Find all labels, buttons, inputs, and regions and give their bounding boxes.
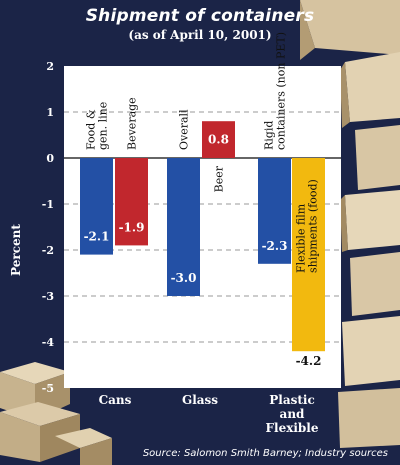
- bar-category-label-line: Overall: [178, 109, 191, 150]
- y-tick-label: 0: [46, 152, 54, 165]
- bars: [80, 121, 325, 352]
- group-label-line: Cans: [99, 393, 132, 407]
- group-label-line: and: [280, 407, 306, 421]
- chart-title: Shipment of containers: [85, 6, 315, 26]
- bar-value-label: -3.0: [171, 271, 197, 285]
- bar-category-label-line: Rigid: [263, 121, 276, 150]
- bar-category-label-line: Flexible film: [295, 203, 308, 273]
- bar-value-label: -2.3: [262, 239, 288, 253]
- bar-category-label-line: containers (non PET): [275, 32, 288, 150]
- bar-category-label-line: shipments (food): [307, 179, 320, 273]
- bar-value-label: 0.8: [208, 133, 229, 147]
- bar: [167, 158, 200, 296]
- y-tick-label: -3: [42, 290, 54, 303]
- group-label-line: Glass: [182, 393, 218, 407]
- y-tick-label: 2: [46, 60, 54, 73]
- bar-category-label: Beverage: [126, 97, 139, 150]
- bar-category-label: Rigidcontainers (non PET): [263, 32, 288, 150]
- bar-category-label: Overall: [178, 109, 191, 150]
- y-tick-label: -1: [42, 198, 54, 211]
- group-label: Plastic and Flexible: [265, 393, 318, 435]
- bar: [115, 158, 148, 246]
- y-tick-label: 1: [46, 106, 54, 119]
- bar-category-labels: Food &gen. line Beverage Overall Beer Rigidc…: [85, 32, 320, 273]
- group-labels: Cans Glass Plastic and Flexible: [99, 393, 319, 435]
- y-tick-label: -2: [42, 244, 54, 257]
- bar-value-label: -4.2: [296, 354, 322, 368]
- y-tick-label: -5: [42, 382, 54, 395]
- y-axis-ticks: 2 1 0 -1 -2 -3 -4 -5: [42, 60, 55, 395]
- bar-category-label-line: Beer: [213, 165, 226, 192]
- bar-value-labels: -2.1 -1.9 -3.0 0.8 -2.3 -4.2: [84, 133, 322, 369]
- group-label: Glass: [182, 393, 218, 407]
- chart-subtitle: (as of April 10, 2001): [128, 28, 272, 42]
- group-label: Cans: [99, 393, 132, 407]
- bar-category-label-line: Food &: [85, 109, 98, 150]
- boxes-decoration-right: [300, 0, 400, 448]
- group-label-line: Plastic: [269, 393, 315, 407]
- bar: [292, 158, 325, 352]
- bar-category-label-line: gen. line: [97, 102, 110, 150]
- bar: [258, 158, 291, 264]
- bar-category-label: Beer: [213, 165, 226, 192]
- bar: [202, 121, 235, 158]
- y-tick-label: -4: [42, 336, 55, 349]
- boxes-decoration-left: [0, 362, 112, 465]
- bar-category-label: Flexible filmshipments (food): [295, 179, 320, 273]
- bar-category-label-line: Beverage: [126, 97, 139, 150]
- bar-value-label: -1.9: [119, 220, 145, 234]
- bar-category-label: Food &gen. line: [85, 102, 110, 150]
- source-note: Source: Salomon Smith Barney; Industry s…: [142, 448, 388, 459]
- bar: [80, 158, 113, 255]
- bar-value-label: -2.1: [84, 230, 110, 244]
- y-axis-label: Percent: [9, 224, 23, 276]
- group-label-line: Flexible: [265, 421, 318, 435]
